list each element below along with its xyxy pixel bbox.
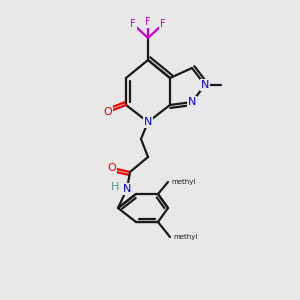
Text: methyl: methyl bbox=[171, 179, 195, 185]
Text: O: O bbox=[108, 163, 116, 173]
Text: methyl: methyl bbox=[173, 234, 197, 240]
Text: F: F bbox=[130, 19, 136, 29]
Text: F: F bbox=[145, 17, 151, 27]
Text: O: O bbox=[103, 107, 112, 117]
Text: N: N bbox=[201, 80, 209, 90]
Text: H: H bbox=[111, 182, 119, 192]
Text: N: N bbox=[123, 184, 131, 194]
Text: N: N bbox=[188, 97, 196, 107]
Text: N: N bbox=[144, 117, 152, 127]
Text: F: F bbox=[160, 19, 166, 29]
